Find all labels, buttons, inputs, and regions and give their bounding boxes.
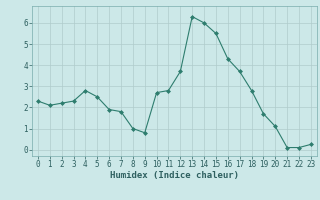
X-axis label: Humidex (Indice chaleur): Humidex (Indice chaleur) (110, 171, 239, 180)
